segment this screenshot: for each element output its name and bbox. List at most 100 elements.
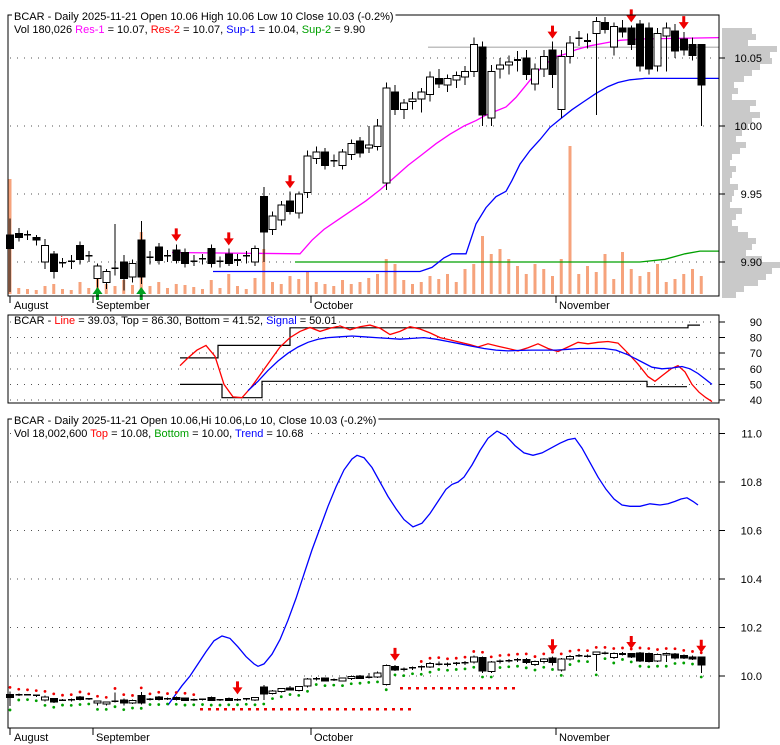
candle [24, 693, 31, 696]
red-down-arrow [223, 232, 234, 246]
candle [592, 651, 601, 671]
candle [584, 33, 591, 49]
bottom-band-dot-green [524, 666, 528, 670]
candle-doji-dash [584, 655, 591, 657]
price-plot-area[interactable] [8, 15, 719, 296]
top-band-dot-red [437, 656, 441, 660]
y-axis-label: 40 [750, 395, 762, 407]
oscillator-plot-area[interactable] [8, 315, 719, 403]
volume-bar [489, 254, 493, 294]
candle-doji-dash [146, 698, 154, 700]
bottom-band-dot-green [96, 708, 99, 711]
candle [496, 58, 504, 79]
candle-body [644, 653, 653, 663]
candle [93, 263, 102, 290]
candle [164, 697, 171, 700]
candle [487, 660, 496, 673]
candle-doji-dash [584, 40, 591, 42]
bottom-band-dot-green [463, 667, 467, 671]
title-bg [12, 416, 379, 426]
lower-panel-title: BCAR - Daily 2025-11-21 Open 10.06,Hi 10… [14, 415, 376, 427]
top-band-dot-red [87, 692, 91, 696]
bottom-band-dot-green [507, 665, 511, 669]
bottom-band-dot-green [454, 668, 458, 671]
oscillator-panel: 90 80 70 60 50 40 BCAR - Line = 39.03, Top = 8… [7, 314, 762, 407]
candle-doji-dash [15, 693, 23, 696]
bottom-band-dot-green [586, 660, 589, 664]
volume-by-price-bar [722, 76, 744, 82]
candle-doji-dash [59, 261, 66, 264]
candle-body [224, 697, 233, 701]
candle-body [321, 677, 329, 682]
bottom-band-dot-green [279, 695, 283, 699]
top-band-dot-red [17, 687, 21, 691]
bottom-band-dot-green [384, 688, 388, 692]
volume-by-price-bar [722, 268, 772, 274]
candle-body [653, 33, 662, 67]
bottom-band-dot-green [533, 668, 537, 672]
candle [224, 248, 233, 267]
candle-body [662, 653, 671, 656]
candle [216, 256, 224, 268]
candle [164, 249, 171, 262]
candle-body [364, 144, 373, 149]
candle-body [399, 102, 408, 111]
candle-body [338, 151, 347, 166]
candle [93, 700, 102, 706]
volume-bar [516, 266, 519, 294]
top-band-dot-red [69, 693, 73, 697]
bottom-band-dot-green [87, 702, 91, 706]
bottom-band-dot-green [288, 693, 292, 696]
candle [566, 36, 574, 64]
top-band-dot-red [174, 691, 178, 694]
bottom-band-dot-green [174, 702, 178, 706]
bottom-band-dot-green [122, 708, 126, 712]
lower-plot-area[interactable] [8, 419, 719, 728]
candle-body [548, 657, 557, 664]
candle-body [119, 261, 128, 279]
volume-bar [314, 282, 318, 294]
volume-by-price-bar [722, 196, 732, 202]
bottom-band-dot-green [358, 681, 362, 685]
green-up-arrow [136, 287, 147, 300]
top-band-dot-red [481, 650, 484, 654]
candle [609, 652, 618, 659]
ma-line-magenta [171, 36, 720, 255]
bottom-band-dot-green [34, 699, 38, 703]
candle [32, 234, 41, 246]
candle [531, 63, 539, 91]
candle-body [522, 57, 531, 75]
candle [41, 238, 49, 269]
green-up-arrow [92, 287, 103, 300]
volume-bar [524, 274, 528, 294]
candle [59, 699, 66, 702]
top-band-dot-red [43, 690, 47, 693]
bottom-band-dot-green [183, 703, 187, 707]
bottom-band-dot-green [446, 668, 449, 672]
top-band-dot-red [183, 691, 187, 695]
bottom-band-dot-green [314, 683, 318, 686]
candle-body [566, 42, 574, 58]
candle [102, 268, 111, 290]
candle [644, 652, 653, 663]
volume-by-price-bar [722, 88, 738, 94]
volume-by-price-bar [722, 100, 756, 106]
oscillator-signal-line [247, 335, 713, 392]
y-axis-label: 9.95 [741, 189, 762, 201]
candle-body [408, 98, 417, 103]
candle-body [259, 196, 268, 233]
volume-bar [621, 252, 624, 294]
title-segment: = 9.90 [331, 24, 365, 36]
candle-body [391, 91, 399, 111]
candle-doji-dash [164, 697, 171, 700]
candle [671, 24, 679, 58]
bottom-band-dot-green [69, 703, 73, 707]
volume-bar [236, 286, 239, 294]
bottom-band-dot-green [428, 670, 432, 674]
candle [522, 657, 531, 664]
candle-body [49, 253, 58, 273]
candle [417, 665, 425, 671]
volume-bar [664, 282, 668, 294]
candle [505, 658, 513, 663]
